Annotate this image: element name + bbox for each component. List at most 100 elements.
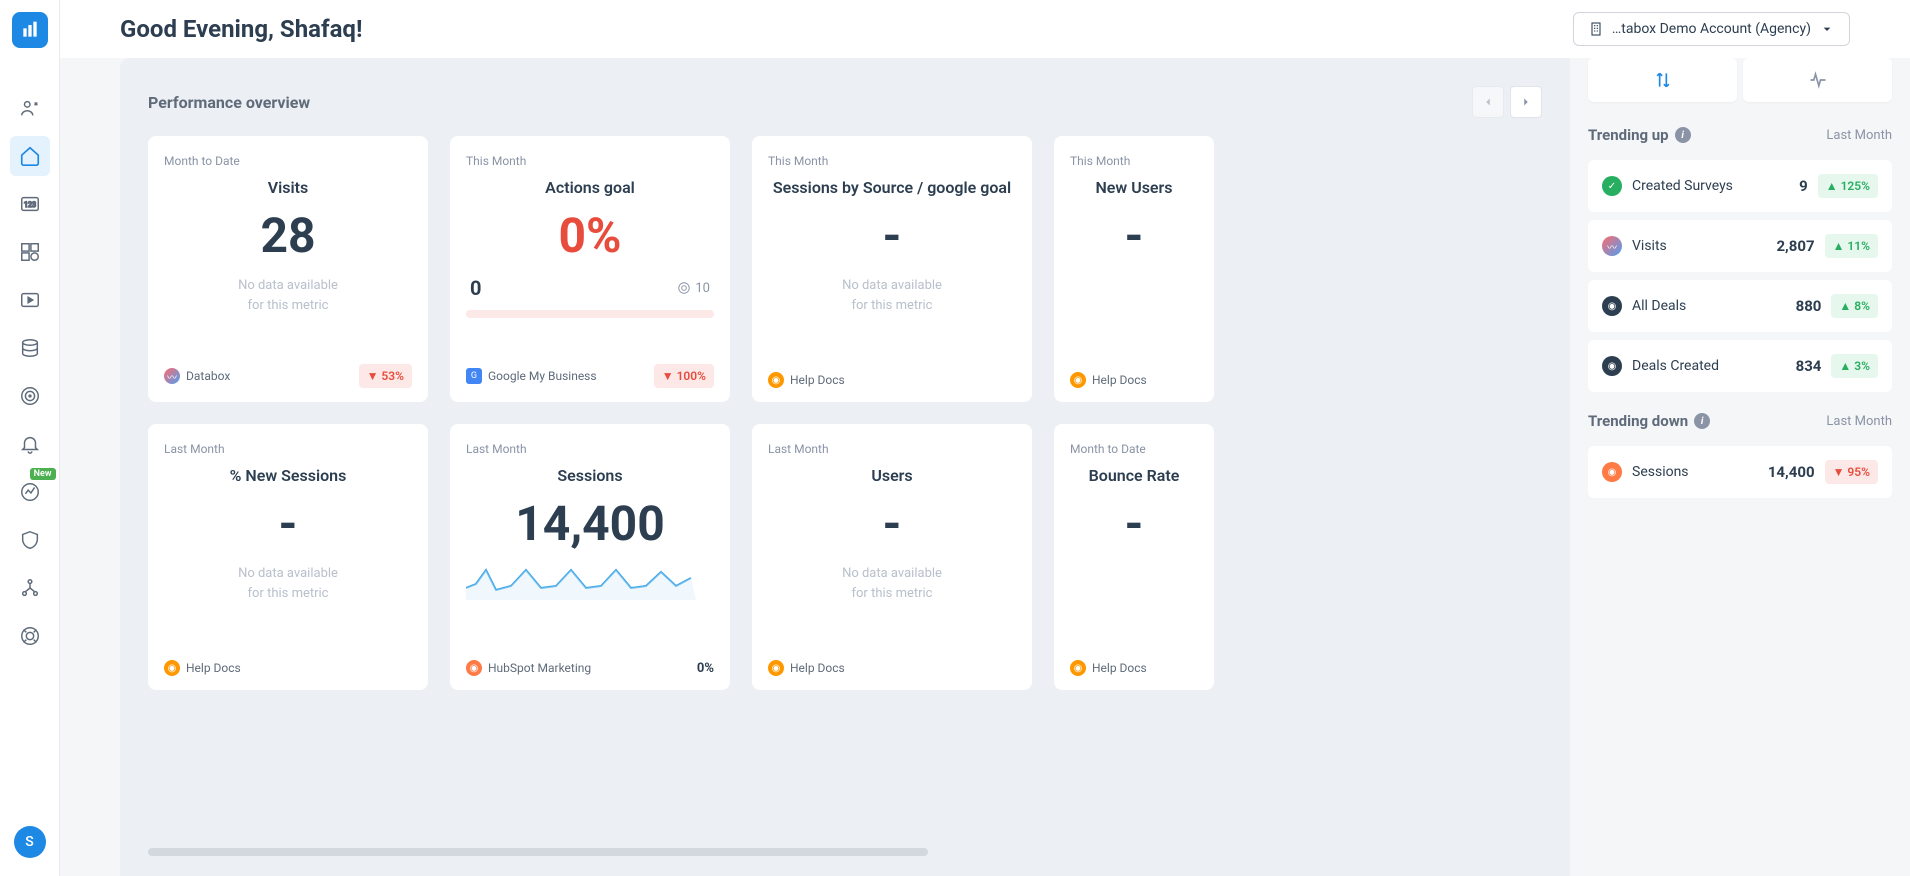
trend-name: Visits [1632,238,1667,254]
goal-target: 10 [677,281,710,296]
source-icon: G [466,368,482,384]
trend-item[interactable]: ✓ Created Surveys 9 ▲ 125% [1588,160,1892,212]
card-source[interactable]: ◉HubSpot Marketing [466,660,591,676]
card-source[interactable]: 〰Databox [164,368,230,384]
nav-shield-icon[interactable] [10,520,50,560]
trend-change-badge: ▲ 3% [1831,354,1878,378]
nodata-text: No data availablefor this metric [768,564,1016,603]
trend-item[interactable]: ◉ Deals Created 834 ▲ 3% [1588,340,1892,392]
trend-period-down: Last Month [1826,414,1892,429]
side-tab-activity[interactable] [1743,58,1892,102]
performance-panel: Performance overview Month to Date Visit… [120,58,1570,876]
carousel-prev-button[interactable] [1472,86,1504,118]
nav-people-icon[interactable] [10,88,50,128]
metric-value: - [1070,207,1198,264]
card-source[interactable]: ◉Help Docs [768,372,845,388]
metric-card[interactable]: This Month New Users - ◉Help Docs [1054,136,1214,402]
info-icon[interactable]: i [1694,413,1710,429]
source-icon: ◉ [1070,372,1086,388]
nav-bell-icon[interactable] [10,424,50,464]
card-period: This Month [466,154,714,168]
side-tab-trends[interactable] [1588,58,1737,102]
trend-value: 880 [1796,297,1822,315]
trend-item[interactable]: 〰Visits 2,807▲ 11% [1588,220,1892,272]
user-avatar[interactable]: S [14,826,46,858]
metric-value: 0% [466,207,714,264]
trend-item[interactable]: ◉ All Deals 880 ▲ 8% [1588,280,1892,332]
trend-source-icon: ◉ [1602,462,1622,482]
metric-value: 14,400 [466,495,714,552]
trend-name: Created Surveys [1632,178,1733,194]
metric-value: - [164,495,412,552]
card-period: This Month [768,154,1016,168]
trending-down-title: Trending down i [1588,412,1710,430]
sessions-sparkline [466,560,714,604]
carousel-next-button[interactable] [1510,86,1542,118]
metric-card[interactable]: Last Month Users -No data availablefor t… [752,424,1032,690]
metric-value: - [1070,495,1198,552]
trend-source-icon: ◉ [1602,296,1622,316]
card-period: Month to Date [164,154,412,168]
account-selector[interactable]: …tabox Demo Account (Agency) [1573,12,1850,46]
trend-source-icon: ◉ [1602,356,1622,376]
svg-text:123: 123 [23,200,35,209]
trend-name: All Deals [1632,298,1686,314]
card-period: Last Month [164,442,412,456]
card-source[interactable]: GGoogle My Business [466,368,597,384]
card-source[interactable]: ◉Help Docs [1070,372,1147,388]
building-icon [1588,21,1604,37]
trend-up-list: ✓ Created Surveys 9 ▲ 125% 〰 Visits 2,807 ▲ … [1588,160,1892,392]
info-icon[interactable]: i [1675,127,1691,143]
nav-target-icon[interactable] [10,376,50,416]
card-title: Bounce Rate [1070,466,1198,485]
trend-value: 2,807 [1776,237,1814,255]
card-title: Sessions by Source / google goal [768,178,1016,197]
card-source[interactable]: ◉Help Docs [768,660,845,676]
source-icon: ◉ [768,660,784,676]
trend-item[interactable]: ◉Sessions 14,400▼ 95% [1588,446,1892,498]
card-period: This Month [1070,154,1198,168]
nav-dashboard-icon[interactable] [10,232,50,272]
horizontal-scrollbar[interactable] [148,848,928,856]
nav-metrics-icon[interactable]: 123 [10,184,50,224]
metric-card[interactable]: This Month Sessions by Source / google g… [752,136,1032,402]
trend-value: 14,400 [1768,463,1815,481]
trending-up-title: Trending up i [1588,126,1691,144]
nav-home-icon[interactable] [10,136,50,176]
greeting-text: Good Evening, Shafaq! [120,15,362,43]
metric-card[interactable]: Month to Date Bounce Rate - ◉Help Docs [1054,424,1214,690]
nav-help-icon[interactable] [10,616,50,656]
metric-card[interactable]: Month to Date Visits 28No data available… [148,136,428,402]
metric-card[interactable]: This Month Actions goal 0%010 GGoogle My… [450,136,730,402]
metric-value: 28 [164,207,412,264]
app-logo[interactable] [12,12,48,48]
metric-card[interactable]: Last Month Sessions 14,400 ◉HubSpot Mark… [450,424,730,690]
nav-play-icon[interactable] [10,280,50,320]
trend-value: 9 [1799,177,1808,195]
nav-org-icon[interactable] [10,568,50,608]
trend-name: Deals Created [1632,358,1719,374]
nav-insights-icon[interactable]: New [10,472,50,512]
pulse-icon [1808,70,1828,90]
chevron-down-icon [1819,21,1835,37]
trend-down-list: ◉Sessions 14,400▼ 95% [1588,446,1892,498]
main-area: Good Evening, Shafaq! …tabox Demo Accoun… [60,0,1910,876]
trend-source-icon: 〰 [1602,236,1622,256]
metric-card[interactable]: Last Month % New Sessions -No data avail… [148,424,428,690]
card-title: Sessions [466,466,714,485]
trend-period-up: Last Month [1826,128,1892,143]
card-title: Actions goal [466,178,714,197]
trend-source-icon: ✓ [1602,176,1622,196]
trends-sidepanel: Trending up i Last Month ✓ Created Survey… [1570,58,1910,876]
card-source[interactable]: ◉Help Docs [1070,660,1147,676]
card-title: % New Sessions [164,466,412,485]
metric-value: - [768,207,1016,264]
trend-change-badge: ▲ 125% [1818,174,1878,198]
performance-title: Performance overview [148,93,310,112]
card-source[interactable]: ◉Help Docs [164,660,241,676]
nav-database-icon[interactable] [10,328,50,368]
trend-value: 834 [1796,357,1822,375]
card-title: New Users [1070,178,1198,197]
trend-change-badge: ▲ 8% [1831,294,1878,318]
source-icon: ◉ [164,660,180,676]
